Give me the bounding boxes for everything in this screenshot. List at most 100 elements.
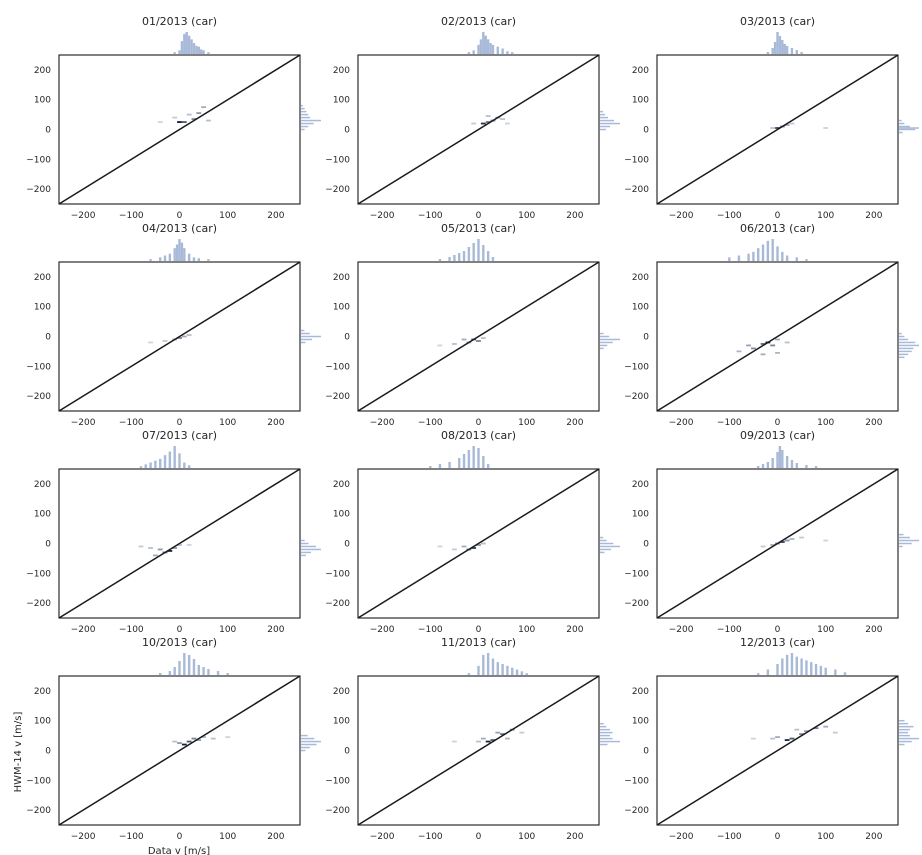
right-histogram-bar bbox=[301, 125, 309, 128]
heatmap-bin bbox=[789, 122, 795, 125]
heatmap-bin bbox=[804, 730, 809, 733]
y-tick-label: 100 bbox=[333, 96, 350, 106]
panel-7: 07/2013 (car) −200 −100 0 100 200 −200 −100 0 100… bbox=[26, 429, 321, 635]
top-histogram-bar bbox=[737, 255, 741, 261]
top-histogram-bar bbox=[766, 52, 770, 54]
x-axis-label: Data v [m/s] bbox=[148, 846, 210, 855]
top-histogram-bar bbox=[482, 456, 485, 468]
top-histogram-bar bbox=[192, 659, 196, 675]
x-tick-label: −200 bbox=[669, 625, 694, 635]
x-tick-label: −100 bbox=[717, 625, 742, 635]
top-histogram-bar bbox=[207, 669, 210, 675]
top-histogram-bar bbox=[781, 40, 784, 54]
x-tick-label: 0 bbox=[177, 418, 183, 428]
y-tick-label: 200 bbox=[333, 480, 350, 490]
top-histogram-bar bbox=[843, 672, 847, 675]
heatmap-bin bbox=[206, 119, 211, 122]
x-tick-label: −100 bbox=[418, 211, 443, 221]
y-tick-label: 0 bbox=[45, 540, 51, 550]
right-histogram-bar bbox=[301, 110, 307, 113]
x-tick-label: −200 bbox=[669, 211, 694, 221]
right-histogram-bar bbox=[899, 344, 919, 347]
panel-6: 06/2013 (car) −200 −100 0 100 200 −200 −100 0 100… bbox=[624, 222, 919, 428]
heatmap-bin bbox=[172, 740, 178, 743]
top-histogram-bar bbox=[785, 46, 789, 54]
right-histogram-bar bbox=[301, 737, 315, 740]
right-histogram-bar bbox=[600, 341, 613, 344]
top-histogram-bar bbox=[489, 43, 492, 54]
panel-title: 05/2013 (car) bbox=[441, 222, 516, 235]
heatmap-bin bbox=[177, 337, 182, 339]
top-histogram-bar bbox=[785, 255, 789, 261]
top-histogram-bar bbox=[506, 51, 509, 54]
right-histogram-bar bbox=[301, 542, 309, 545]
heatmap-bin bbox=[451, 343, 457, 345]
y-tick-label: −200 bbox=[624, 806, 649, 816]
top-histogram-bar bbox=[173, 667, 176, 675]
right-histogram-bar bbox=[899, 122, 905, 125]
x-tick-label: 100 bbox=[518, 625, 535, 635]
top-histogram-bar bbox=[477, 665, 480, 675]
y-tick-label: 100 bbox=[632, 717, 649, 727]
top-histogram-bar bbox=[479, 39, 483, 54]
y-tick-label: −200 bbox=[325, 599, 350, 609]
top-histogram-bar bbox=[511, 52, 514, 54]
y-tick-label: 0 bbox=[643, 126, 649, 136]
heatmap-bin bbox=[779, 541, 785, 543]
heatmap-bin bbox=[186, 740, 192, 743]
top-histogram-bar bbox=[467, 450, 471, 468]
right-histogram-bar bbox=[600, 725, 607, 728]
heatmap-bin bbox=[476, 544, 481, 546]
heatmap-bin bbox=[750, 737, 756, 740]
heatmap-bin bbox=[794, 728, 800, 731]
panel-9: 09/2013 (car) −200 −100 0 100 200 −200 −100 0 100… bbox=[624, 429, 919, 635]
y-tick-label: −100 bbox=[26, 776, 51, 786]
heatmap-bin bbox=[201, 106, 207, 109]
right-histogram-bar bbox=[600, 737, 613, 740]
x-tick-label: 200 bbox=[566, 211, 583, 221]
heatmap-bin bbox=[823, 539, 829, 542]
heatmap-bin bbox=[832, 731, 838, 734]
top-histogram-bar bbox=[448, 462, 451, 468]
x-tick-label: 200 bbox=[865, 418, 882, 428]
right-histogram-bar bbox=[899, 347, 914, 350]
x-tick-label: 200 bbox=[267, 832, 284, 842]
top-histogram-bar bbox=[190, 39, 193, 54]
top-histogram-bar bbox=[766, 240, 770, 261]
top-histogram-bar bbox=[776, 246, 779, 261]
panel-title: 02/2013 (car) bbox=[441, 15, 516, 28]
y-tick-label: 0 bbox=[45, 747, 51, 757]
y-tick-label: −100 bbox=[624, 155, 649, 165]
heatmap-bin bbox=[485, 121, 491, 123]
right-histogram-bar bbox=[301, 119, 321, 122]
right-histogram-bar bbox=[600, 731, 613, 734]
y-tick-label: −100 bbox=[325, 569, 350, 579]
top-histogram-bar bbox=[814, 664, 818, 675]
top-histogram-bar bbox=[180, 41, 184, 54]
top-histogram-bar bbox=[771, 239, 774, 261]
x-tick-label: 200 bbox=[566, 418, 583, 428]
top-histogram-bar bbox=[484, 35, 487, 54]
x-tick-label: 0 bbox=[476, 211, 482, 221]
plot-frame bbox=[58, 675, 301, 826]
heatmap-bin bbox=[480, 737, 486, 740]
right-histogram-bar bbox=[899, 731, 909, 734]
heatmap-bin bbox=[770, 127, 776, 129]
heatmap-bin bbox=[775, 736, 780, 738]
x-tick-label: 0 bbox=[775, 625, 781, 635]
right-histogram-bar bbox=[899, 335, 905, 338]
x-tick-label: 100 bbox=[518, 832, 535, 842]
x-tick-label: −100 bbox=[119, 832, 144, 842]
y-tick-label: 200 bbox=[333, 273, 350, 283]
top-histogram-bar bbox=[472, 243, 475, 261]
top-histogram-bar bbox=[462, 454, 466, 468]
top-histogram-bar bbox=[438, 464, 442, 468]
right-histogram-bar bbox=[899, 734, 910, 737]
right-histogram-bar bbox=[899, 332, 902, 335]
panels-group: 01/2013 (car) −200 −100 0 100 200 −200 −100 0 100… bbox=[26, 15, 919, 842]
top-histogram-bar bbox=[795, 656, 798, 675]
heatmap-bin bbox=[823, 725, 829, 728]
top-histogram-bar bbox=[747, 253, 750, 261]
right-histogram-bar bbox=[301, 743, 317, 746]
